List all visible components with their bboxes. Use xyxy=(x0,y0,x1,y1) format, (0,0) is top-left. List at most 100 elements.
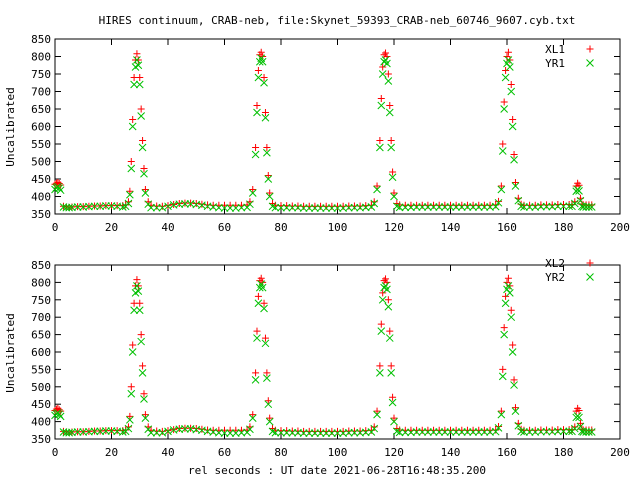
data-point xyxy=(249,411,257,419)
data-point xyxy=(299,429,308,437)
data-point xyxy=(134,61,143,70)
data-point xyxy=(220,204,229,212)
data-point xyxy=(553,202,562,211)
data-point xyxy=(491,427,500,436)
x-tick-label: 160 xyxy=(497,221,517,234)
data-point xyxy=(265,192,274,201)
legend-label-xl2: XL2 xyxy=(545,257,565,270)
data-point xyxy=(514,421,523,430)
data-point xyxy=(510,155,518,164)
data-point xyxy=(258,57,267,66)
data-point xyxy=(446,203,455,211)
data-point xyxy=(333,429,342,437)
data-point xyxy=(136,74,144,81)
data-point xyxy=(127,158,135,165)
x-tick-label: 200 xyxy=(610,221,630,234)
data-point xyxy=(226,204,235,212)
data-point xyxy=(118,428,127,436)
x-tick-label: 140 xyxy=(441,446,461,459)
data-point xyxy=(138,369,147,377)
data-point xyxy=(412,203,421,211)
data-point xyxy=(446,428,455,436)
data-point xyxy=(401,203,410,212)
data-point xyxy=(134,282,142,290)
data-point xyxy=(266,189,274,197)
data-point xyxy=(263,374,271,382)
data-point xyxy=(288,428,297,437)
x-tick-label: 100 xyxy=(328,446,348,459)
data-point xyxy=(373,410,381,419)
data-point xyxy=(299,204,308,212)
bottom-panel-plot-frame xyxy=(54,264,621,440)
x-tick-label: 60 xyxy=(218,221,231,234)
data-point xyxy=(127,389,136,398)
data-point xyxy=(133,276,141,284)
y-tick-label: 450 xyxy=(31,398,51,411)
data-point xyxy=(271,203,280,212)
data-point xyxy=(220,429,229,437)
data-point xyxy=(500,330,509,339)
data-point xyxy=(435,428,444,436)
data-point xyxy=(251,150,260,159)
data-point xyxy=(73,428,82,436)
data-point xyxy=(248,414,257,422)
y-tick-label: 400 xyxy=(31,416,51,429)
data-point xyxy=(452,428,461,436)
legend-label-xl1: XL1 xyxy=(545,43,565,56)
x-axis-label: rel seconds : UT date 2021-06-28T16:48:3… xyxy=(188,464,486,477)
y-tick-label: 700 xyxy=(31,86,51,99)
data-point xyxy=(469,428,477,436)
data-point xyxy=(385,334,394,342)
data-point xyxy=(517,202,525,211)
data-point xyxy=(457,428,466,436)
data-point xyxy=(508,122,517,131)
data-point xyxy=(388,398,397,407)
data-point xyxy=(65,203,73,212)
top-panel-series xyxy=(51,48,596,212)
data-point xyxy=(282,203,291,212)
data-point xyxy=(277,428,285,437)
top-panel-ylabel: Uncalibrated xyxy=(4,87,17,166)
data-point xyxy=(140,169,148,178)
data-point xyxy=(500,98,508,106)
data-point xyxy=(264,175,273,183)
data-point xyxy=(383,285,391,294)
legend-marker-xl1 xyxy=(586,45,594,53)
data-point xyxy=(510,151,518,158)
data-point xyxy=(258,283,267,292)
data-point xyxy=(388,173,397,182)
data-point xyxy=(137,331,145,339)
data-point xyxy=(424,203,432,211)
data-point xyxy=(378,70,387,78)
top-panel: Uncalibrated 350400450500550600650700750… xyxy=(4,33,630,234)
data-point xyxy=(387,369,396,377)
x-tick-label: 20 xyxy=(105,221,118,234)
data-point xyxy=(514,196,523,205)
data-point xyxy=(376,369,384,377)
data-point xyxy=(537,427,545,436)
data-point xyxy=(387,137,395,144)
data-point xyxy=(253,334,261,342)
data-point xyxy=(511,179,519,186)
data-point xyxy=(510,376,518,384)
data-point xyxy=(424,428,432,436)
data-point xyxy=(158,427,166,435)
data-point xyxy=(252,369,260,377)
data-point xyxy=(128,122,137,131)
data-point xyxy=(322,204,331,212)
data-point xyxy=(575,187,583,195)
x-tick-label: 0 xyxy=(52,446,59,459)
data-point xyxy=(147,203,155,212)
series-yr1 xyxy=(51,54,596,212)
data-point xyxy=(501,299,510,308)
data-point xyxy=(327,429,336,437)
data-point xyxy=(401,428,410,437)
data-point xyxy=(260,78,268,87)
data-point xyxy=(260,299,268,307)
data-point xyxy=(570,199,579,208)
data-point xyxy=(56,186,65,195)
data-point xyxy=(129,341,137,349)
x-tick-label: 100 xyxy=(328,221,348,234)
data-point xyxy=(254,292,262,300)
data-point xyxy=(373,182,381,190)
